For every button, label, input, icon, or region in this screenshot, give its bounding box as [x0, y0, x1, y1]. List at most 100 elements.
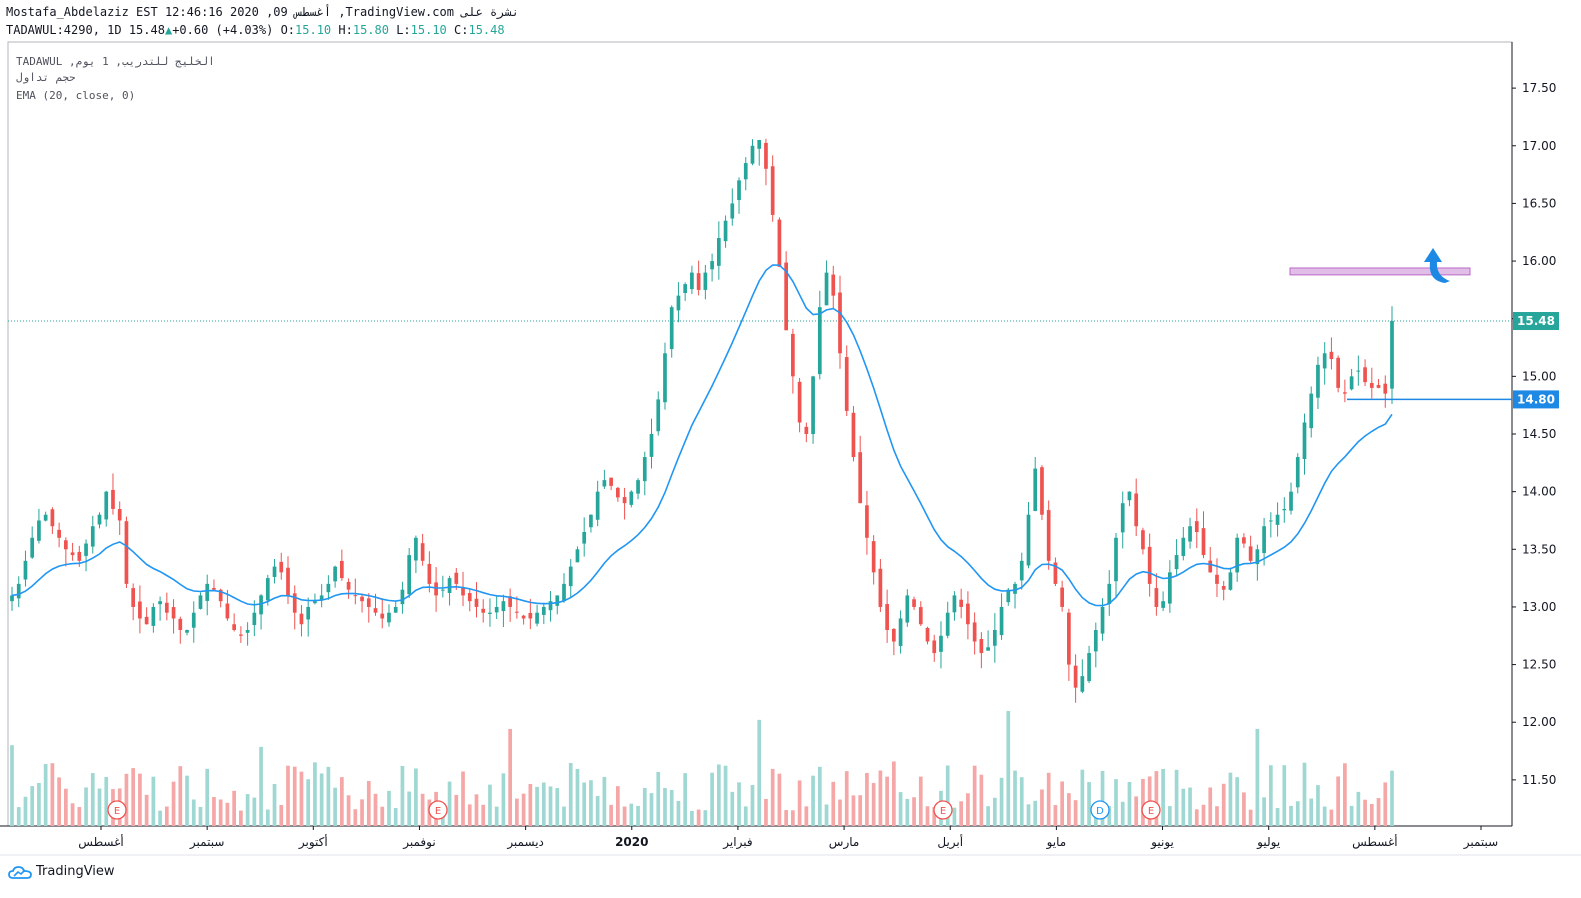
volume-bar: [57, 777, 61, 826]
candle-body: [1289, 491, 1293, 511]
volume-bar: [649, 793, 654, 826]
volume-bar: [1289, 805, 1293, 826]
candle-body: [380, 613, 385, 619]
candle-body: [757, 140, 762, 149]
event-circle: [107, 800, 127, 820]
volume-bar: [1087, 782, 1091, 826]
event-label: E: [114, 806, 120, 817]
open-value: 15.10: [295, 23, 332, 37]
high-label: H:: [338, 23, 353, 37]
candle-body: [1302, 422, 1307, 459]
volume-bar: [663, 787, 667, 826]
candle-body: [1087, 653, 1091, 682]
volume-bar: [1329, 809, 1334, 826]
tradingview-brand[interactable]: TradingView: [8, 864, 115, 879]
volume-bar: [824, 804, 829, 826]
candle-body: [616, 487, 620, 498]
volume-bar: [144, 794, 149, 826]
volume-bar: [501, 773, 506, 826]
volume-bar: [37, 782, 41, 826]
volume-bar: [1302, 762, 1307, 826]
candle-body: [1201, 528, 1206, 556]
candle-body: [420, 543, 425, 561]
candle-body: [501, 601, 506, 612]
legend-ema[interactable]: EMA (20, close, 0): [16, 89, 136, 102]
volume-bar: [333, 787, 337, 826]
volume-bar: [528, 783, 533, 826]
volume-bar: [272, 784, 277, 826]
candle-body: [10, 595, 14, 602]
candle-body: [366, 598, 371, 607]
candle-body: [1322, 353, 1327, 369]
volume-bar: [191, 799, 196, 826]
volume-bar: [131, 768, 136, 826]
volume-bar: [898, 792, 903, 826]
candle-body: [602, 480, 607, 487]
volume-bar: [737, 782, 741, 826]
candle-body: [151, 606, 156, 626]
event-label: E: [1148, 806, 1154, 817]
volume-bar: [138, 773, 142, 826]
legend-volume[interactable]: حجم تداول: [16, 71, 76, 84]
event-marker: E: [1141, 800, 1161, 820]
candle-body: [743, 163, 748, 180]
volume-bar: [1053, 805, 1058, 826]
candle-body: [1336, 357, 1340, 388]
candle-body: [528, 612, 533, 619]
volume-bar: [676, 800, 681, 826]
candle-body: [1174, 555, 1179, 570]
candle-body: [292, 593, 297, 613]
plot-frame: [7, 41, 1513, 827]
horizontal-line-label: 14.80: [1517, 392, 1555, 406]
event-label: E: [435, 806, 441, 817]
candle-body: [43, 514, 48, 521]
candle-body: [117, 508, 122, 521]
volume-bar: [1168, 806, 1172, 826]
volume-bar: [1295, 801, 1300, 826]
volume-bar: [373, 793, 378, 826]
candle-body: [508, 596, 512, 607]
volume-bar: [669, 790, 674, 826]
candle-body: [1188, 526, 1192, 542]
volume-bar: [366, 781, 371, 826]
candle-body: [1114, 537, 1118, 582]
candle-body: [346, 581, 351, 590]
candle-body: [865, 505, 869, 538]
volume-bar: [313, 762, 317, 826]
volume-bar: [1201, 804, 1206, 826]
candle-body: [319, 595, 324, 601]
candle-body: [541, 606, 546, 615]
candle-body: [831, 274, 836, 296]
event-marker: E: [428, 800, 448, 820]
volume-bar: [1376, 798, 1381, 826]
candle-body: [521, 615, 526, 619]
candle-body: [609, 477, 613, 486]
volume-bar: [50, 763, 55, 826]
volume-bar: [912, 797, 916, 826]
candle-body: [494, 606, 499, 613]
candle-body: [1390, 321, 1394, 389]
candle-body: [1127, 491, 1132, 501]
x-tick-label: مايو: [1046, 835, 1067, 850]
candle-body: [1080, 676, 1085, 692]
volume-bar: [494, 806, 499, 826]
candle-body: [515, 611, 519, 613]
candle-body: [30, 537, 35, 558]
volume-bar: [1235, 777, 1240, 826]
volume-bar: [90, 773, 95, 826]
volume-bar: [360, 799, 364, 826]
volume-bar: [205, 768, 210, 826]
volume-bar: [1349, 805, 1354, 826]
volume-bar: [1120, 801, 1125, 826]
candle-body: [716, 238, 721, 266]
change-value: +0.60 (+4.03%): [172, 23, 274, 37]
candle-body: [1033, 468, 1038, 512]
candle-body: [171, 607, 176, 619]
legend-symbol[interactable]: TADAWUL ,الخليج للتدريب, 1 يوم: [16, 55, 215, 68]
event-circle: [1141, 800, 1161, 820]
low-label: L:: [396, 23, 411, 37]
candle-body: [326, 583, 331, 593]
candle-body: [992, 630, 997, 646]
candle-body: [252, 612, 257, 626]
